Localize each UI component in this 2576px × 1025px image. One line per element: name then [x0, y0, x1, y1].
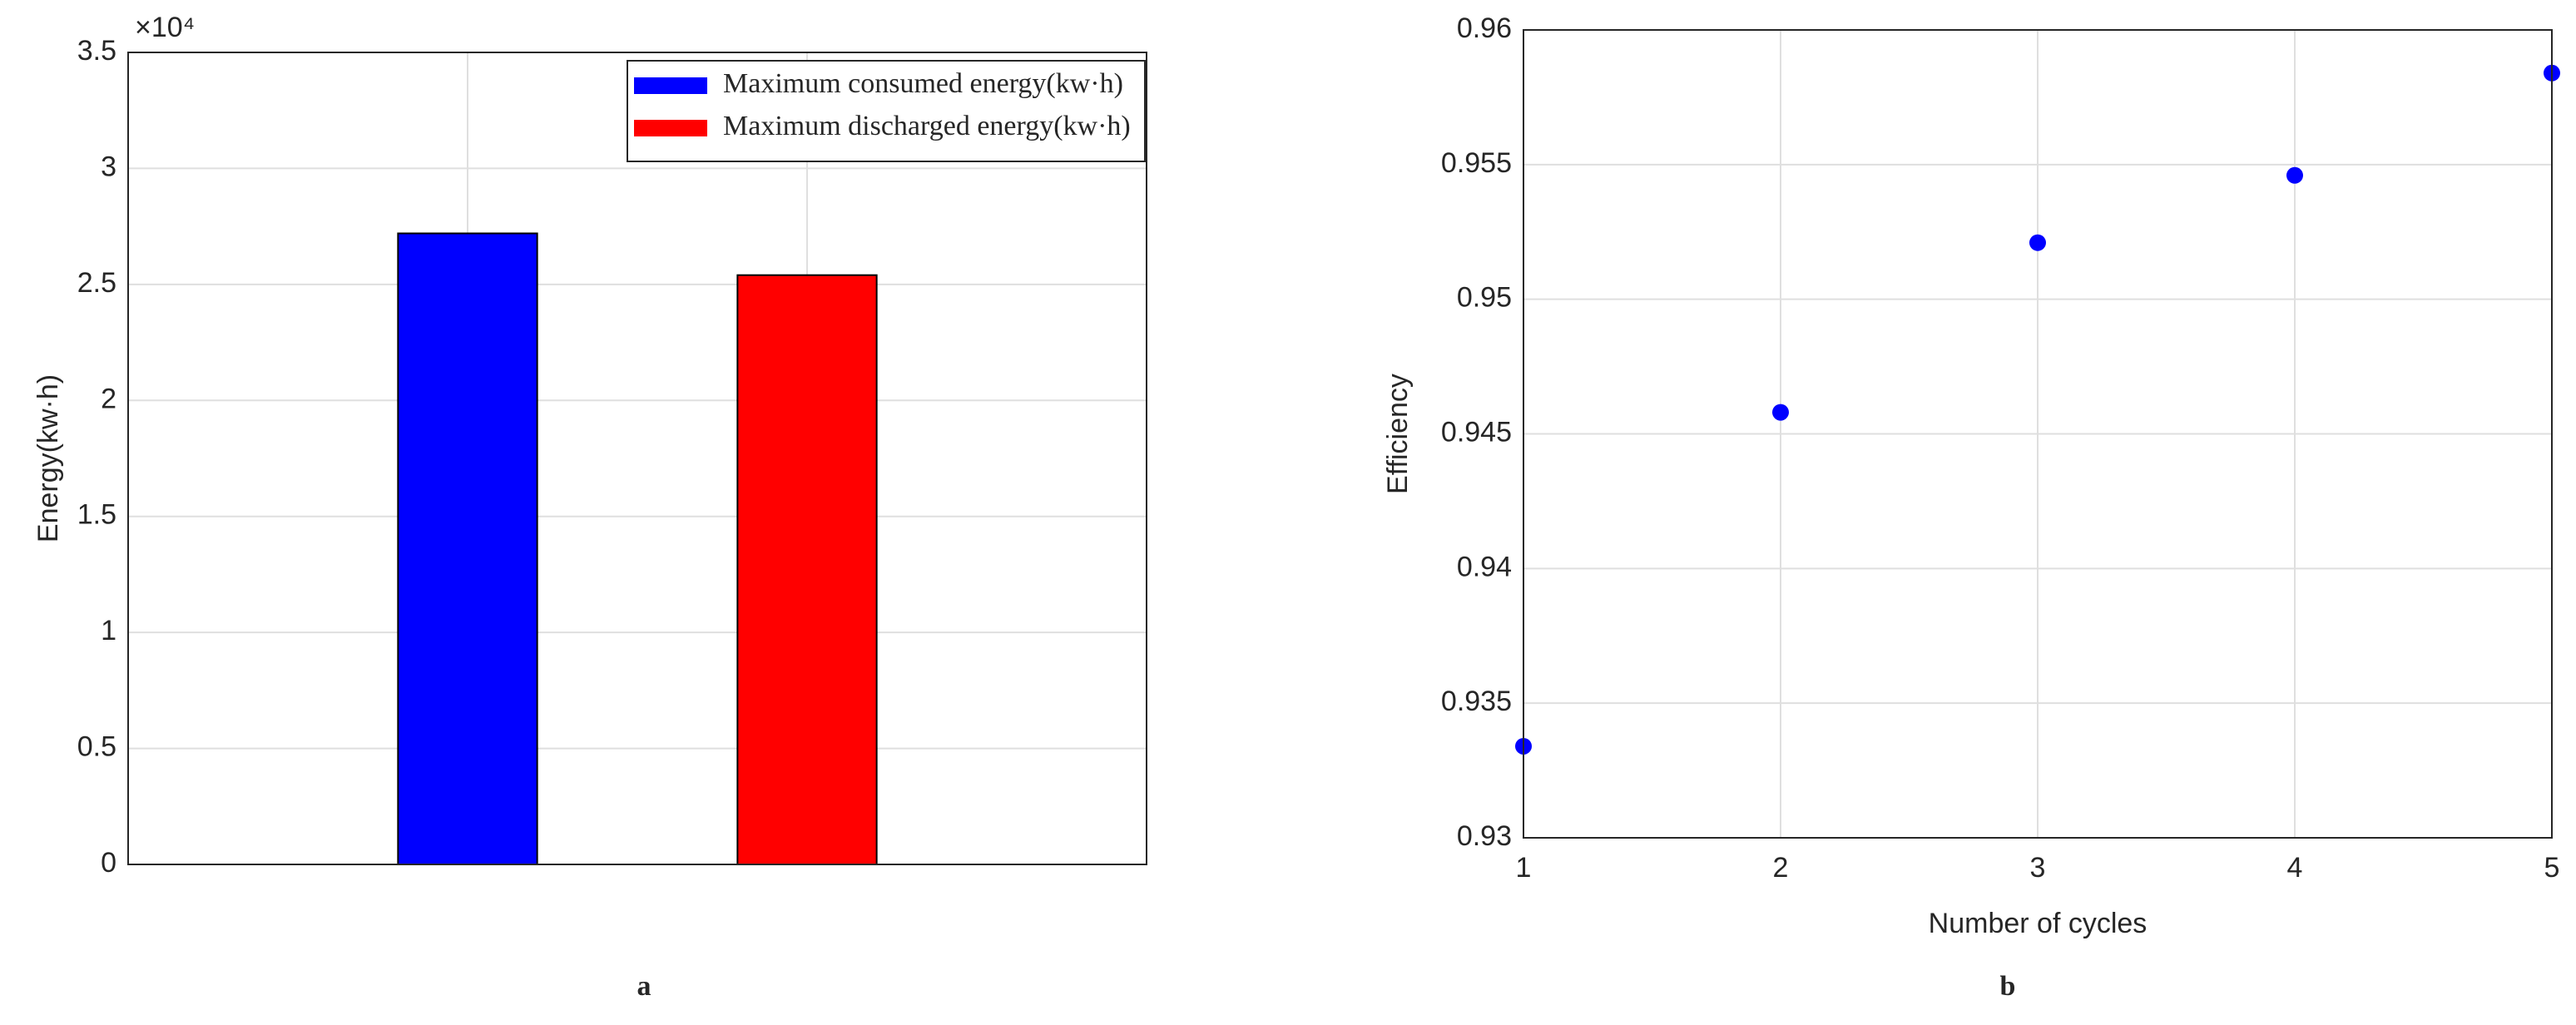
y-axis-label: Efficiency [1382, 374, 1414, 494]
legend-swatch [634, 120, 707, 136]
y-tick-label: 0.935 [1441, 686, 1512, 717]
legend-box [627, 60, 1146, 162]
y-tick-label: 0.945 [1441, 416, 1512, 448]
panel-label: b [2000, 971, 2016, 1002]
y-tick-label: 2 [101, 383, 116, 414]
x-axis-label: Number of cycles [1929, 908, 2147, 939]
legend-label: Maximum consumed energy(kw·h) [723, 68, 1123, 99]
y-tick-label: 0.95 [1457, 282, 1512, 314]
bar [397, 232, 538, 866]
point [2029, 234, 2046, 251]
y-tick-label: 3 [101, 151, 116, 182]
y-tick-label: 1 [101, 615, 116, 646]
x-tick-label: 3 [2030, 852, 2046, 884]
x-tick-label: 2 [1773, 852, 1789, 884]
axes-frame [1523, 29, 2553, 839]
y-multiplier: ×10⁴ [135, 12, 195, 43]
bar [736, 274, 878, 865]
x-tick-label: 5 [2544, 852, 2560, 884]
plot-area [128, 52, 1147, 864]
y-tick-label: 3.5 [77, 35, 116, 67]
y-tick-label: 0.955 [1441, 147, 1512, 179]
axes-frame [127, 52, 1147, 865]
point [1772, 404, 1789, 421]
y-tick-label: 0.96 [1457, 12, 1512, 44]
y-tick-label: 1.5 [77, 499, 116, 531]
y-axis-label: Energy(kw·h) [32, 374, 64, 542]
y-tick-label: 0.5 [77, 731, 116, 763]
x-tick-label: 1 [1516, 852, 1532, 884]
legend-swatch [634, 77, 707, 94]
panel-label: a [637, 971, 651, 1002]
y-tick-label: 0.93 [1457, 820, 1512, 852]
y-tick-label: 2.5 [77, 267, 116, 299]
point [2286, 166, 2303, 184]
y-tick-label: 0.94 [1457, 551, 1512, 582]
y-tick-label: 0 [101, 847, 116, 879]
legend-label: Maximum discharged energy(kw·h) [723, 111, 1131, 141]
x-tick-label: 4 [2287, 852, 2303, 884]
